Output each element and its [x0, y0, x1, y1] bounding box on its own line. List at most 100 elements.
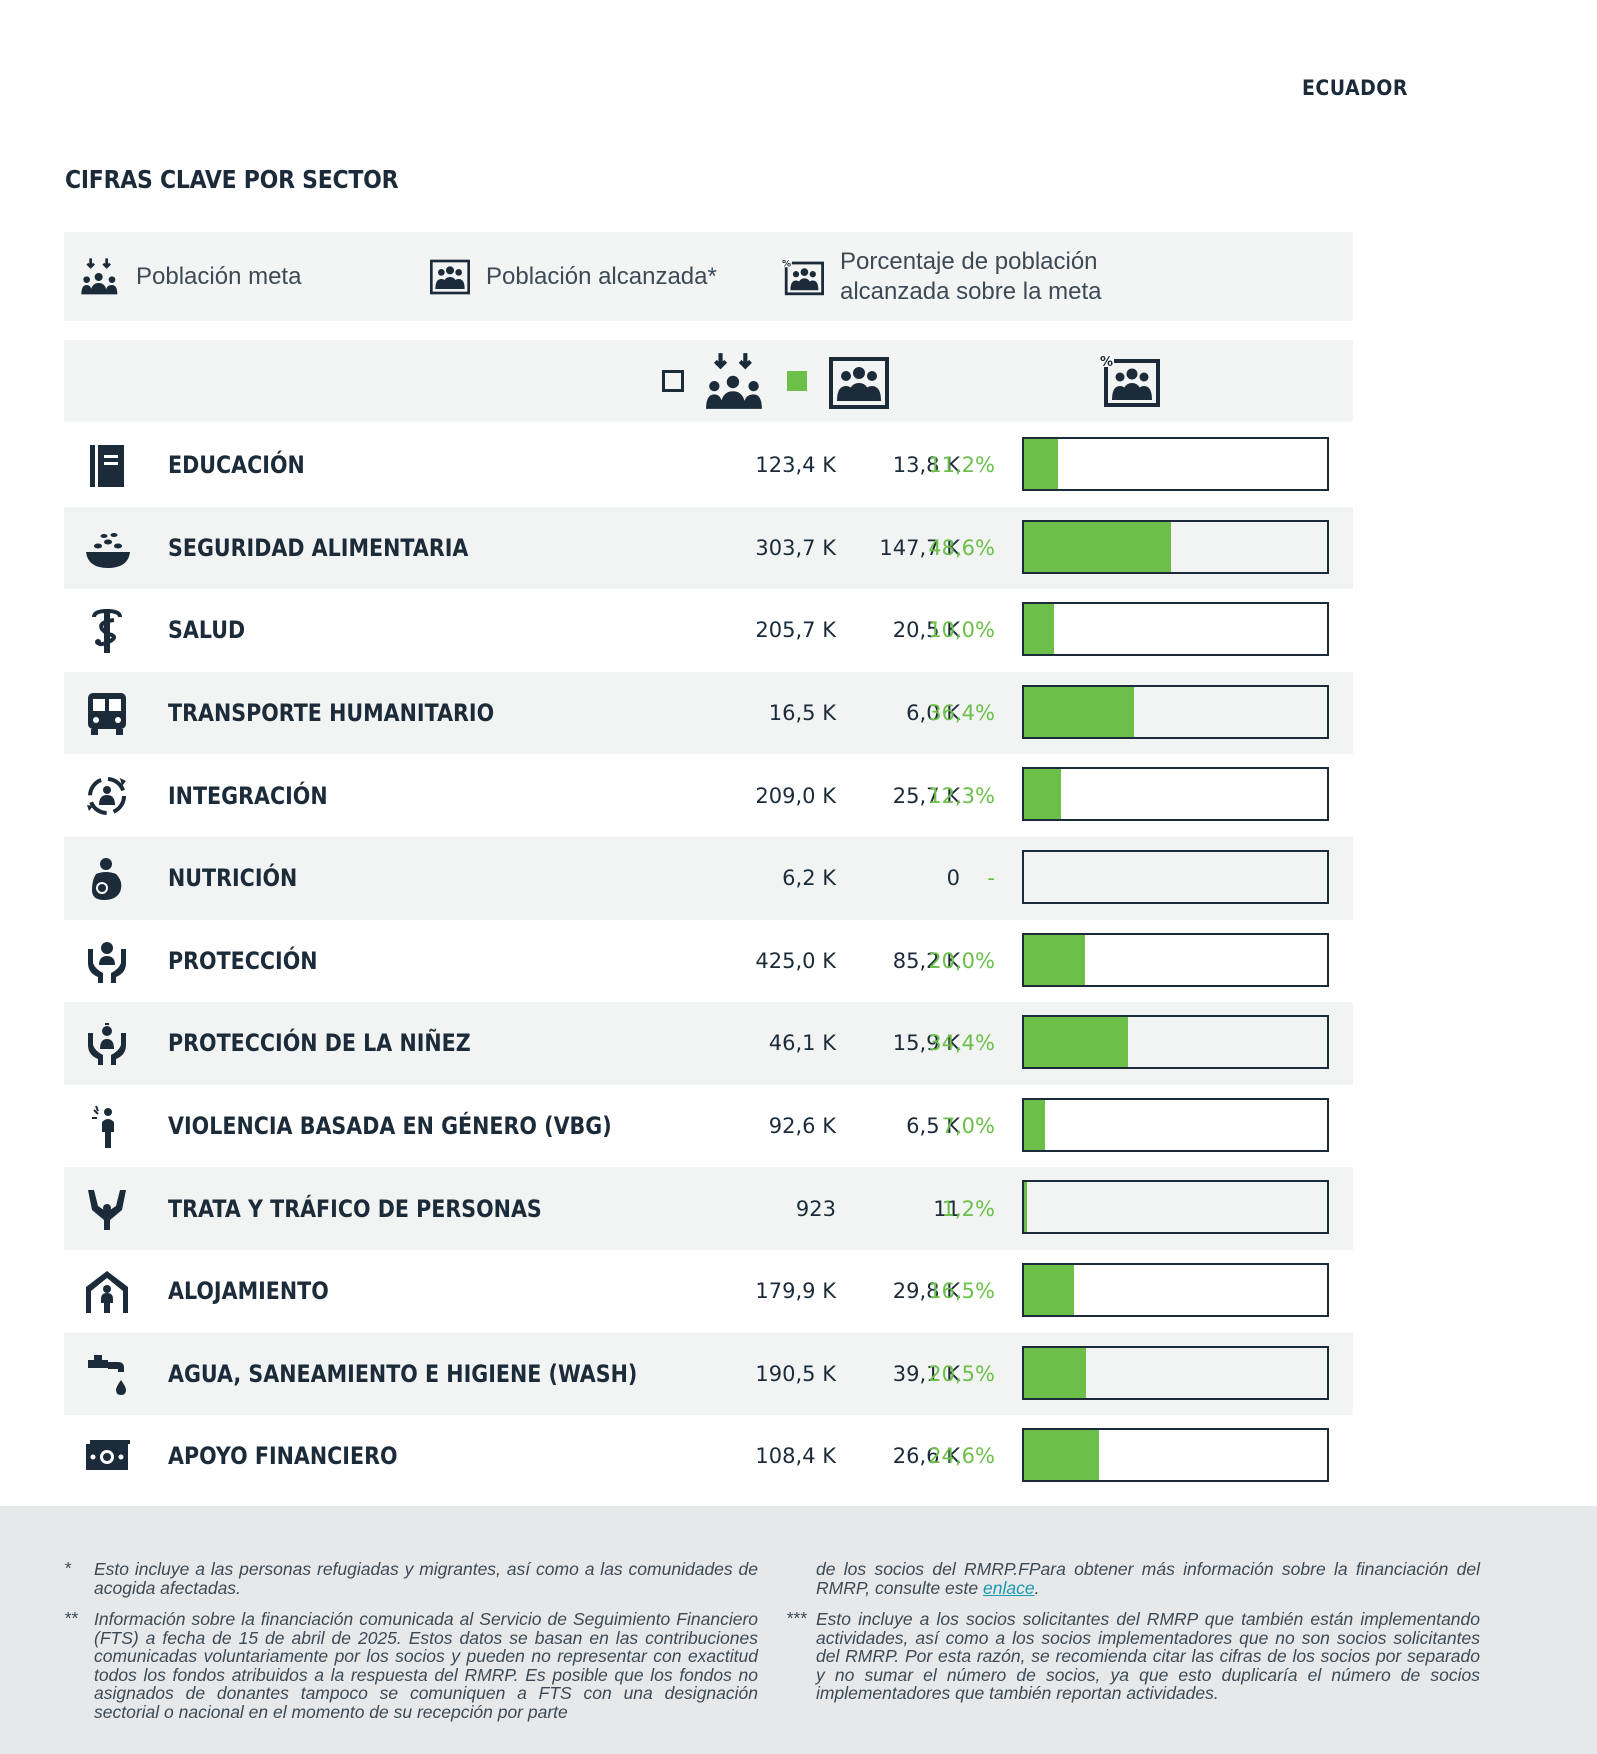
reached-population-value: 0 [946, 866, 960, 891]
target-population-value: 179,9 K [755, 1279, 836, 1304]
legend-percentage: Porcentaje de población alcanzada sobre … [782, 232, 1102, 321]
reached-population-value: 147,7 K [879, 535, 960, 560]
legend-target-label: Población meta [136, 262, 302, 290]
progress-bar-fill [1024, 1017, 1129, 1068]
progress-bar-fill [1024, 1182, 1027, 1233]
progress-bar-fill [1024, 604, 1055, 655]
progress-bar-fill [1024, 439, 1058, 489]
reached-population-value: 20,5 K [892, 618, 960, 643]
percentage-reached-icon [782, 258, 824, 296]
footnote-1-mark: * [64, 1558, 71, 1578]
percentage-value: 12,3% [928, 783, 995, 808]
child-protection-icon [88, 1023, 126, 1066]
percentage-value: 20,0% [928, 948, 995, 973]
target-population-value: 303,7 K [755, 535, 836, 560]
progress-bar-fill [1024, 1430, 1099, 1481]
reached-population-column-icon [829, 357, 889, 409]
reached-population-value: 15,9 K [892, 1031, 960, 1056]
footnote-3-mark: *** [786, 1608, 807, 1628]
percentage-column-icon [1100, 355, 1160, 407]
legend-percentage-line1: Porcentaje de población [840, 247, 1098, 275]
sector-row: EDUCACIÓN 123,4 K 13,8 K 11,2% [64, 424, 1353, 507]
progress-bar-fill [1024, 521, 1172, 572]
progress-bar-fill [1024, 934, 1085, 985]
target-population-value: 123,4 K [755, 453, 836, 478]
nutrition-icon [92, 857, 122, 900]
legend-band: Población meta Población alcanzada* Porc… [64, 232, 1353, 321]
sector-row: TRANSPORTE HUMANITARIO 16,5 K 6,0 K 36,4% [64, 671, 1353, 755]
progress-bar [1022, 1097, 1329, 1152]
target-population-value: 425,0 K [755, 948, 836, 973]
sector-name: SALUD [168, 616, 246, 645]
integration-icon [87, 777, 126, 816]
progress-bar [1022, 1180, 1329, 1235]
sector-row: NUTRICIÓN 6,2 K 0 - [64, 836, 1353, 920]
sector-row: VIOLENCIA BASADA EN GÉNERO (VBG) 92,6 K 6,… [64, 1085, 1353, 1168]
target-population-value: 108,4 K [755, 1444, 836, 1469]
gbv-icon [92, 1105, 114, 1148]
progress-bar [1022, 519, 1329, 574]
percentage-value: - [987, 866, 995, 891]
progress-bar [1022, 437, 1329, 491]
legend-reached: Población alcanzada* [430, 232, 717, 321]
sector-name: PROTECCIÓN DE LA NIÑEZ [168, 1029, 471, 1058]
footnote-2-continued-text: de los socios del RMRP.FPara obtener más… [816, 1559, 1480, 1598]
shelter-icon [86, 1270, 128, 1313]
reached-population-value: 6,5 K [906, 1114, 960, 1139]
sector-row: TRATA Y TRÁFICO DE PERSONAS 923 11 1,2% [64, 1167, 1353, 1250]
legend-reached-label: Población alcanzada* [486, 262, 717, 290]
sector-row: PROTECCIÓN 425,0 K 85,2 K 20,0% [64, 920, 1353, 1003]
trafficking-icon [88, 1190, 126, 1231]
reached-population-value: 11 [933, 1196, 960, 1221]
reached-population-value: 6,0 K [906, 701, 960, 726]
progress-bar-fill [1024, 686, 1135, 737]
country-label: ECUADOR [1302, 76, 1408, 100]
percentage-value: 16,5% [928, 1279, 995, 1304]
percentage-value: 11,2% [928, 453, 995, 478]
sector-name: SEGURIDAD ALIMENTARIA [168, 533, 469, 562]
sector-name: INTEGRACIÓN [168, 781, 328, 810]
table-header [64, 340, 1353, 422]
footnote-2-end: . [1034, 1577, 1040, 1598]
progress-bar [1022, 1262, 1329, 1317]
cash-icon [86, 1440, 130, 1471]
reached-population-value: 25,7 K [892, 783, 960, 808]
footnote-2-mark: ** [64, 1608, 78, 1628]
page-title: CIFRAS CLAVE POR SECTOR [65, 165, 399, 194]
progress-bar-fill [1024, 1264, 1074, 1315]
progress-bar [1022, 1015, 1329, 1070]
percentage-value: 48,6% [928, 535, 995, 560]
footnote-3: Esto incluye a los socios solicitantes d… [816, 1609, 1480, 1704]
footnote-2-continued: de los socios del RMRP.FPara obtener más… [816, 1560, 1480, 1597]
progress-bar [1022, 767, 1329, 822]
progress-bar-fill [1024, 769, 1062, 820]
target-color-key [662, 370, 684, 392]
reached-population-value: 85,2 K [892, 948, 960, 973]
legend-percentage-line2: alcanzada sobre la meta [840, 277, 1102, 305]
target-population-value: 92,6 K [768, 1114, 836, 1139]
sector-row: AGUA, SANEAMIENTO E HIGIENE (WASH) 190,5 … [64, 1332, 1353, 1416]
sector-row: APOYO FINANCIERO 108,4 K 26,6 K 24,6% [64, 1415, 1353, 1498]
sector-row: PROTECCIÓN DE LA NIÑEZ 46,1 K 15,9 K 34,4% [64, 1002, 1353, 1085]
sector-name: PROTECCIÓN [168, 946, 318, 975]
reached-color-key [787, 371, 807, 391]
legend-percentage-label: Porcentaje de población alcanzada sobre … [840, 247, 1102, 307]
percentage-value: 1,2% [941, 1196, 995, 1221]
legend-target: Población meta [80, 232, 301, 321]
percentage-value: 24,6% [928, 1444, 995, 1469]
progress-bar-fill [1024, 1099, 1046, 1150]
percentage-value: 10,0% [928, 618, 995, 643]
percentage-value: 34,4% [928, 1031, 995, 1056]
sector-table: EDUCACIÓN 123,4 K 13,8 K 11,2% SEGURIDAD ALI… [64, 424, 1353, 1498]
footnotes: * Esto incluye a las personas refugiadas… [0, 1506, 1597, 1754]
target-population-value: 923 [795, 1196, 836, 1221]
sector-row: ALOJAMIENTO 179,9 K 29,8 K 16,5% [64, 1250, 1353, 1333]
reached-population-value: 13,8 K [892, 453, 960, 478]
protection-icon [88, 941, 126, 983]
target-population-value: 16,5 K [768, 701, 836, 726]
target-population-icon [80, 257, 120, 297]
water-tap-icon [88, 1354, 126, 1395]
sector-name: ALOJAMIENTO [168, 1277, 329, 1306]
sector-name: TRATA Y TRÁFICO DE PERSONAS [168, 1194, 542, 1223]
funding-link[interactable]: enlace [983, 1577, 1035, 1598]
